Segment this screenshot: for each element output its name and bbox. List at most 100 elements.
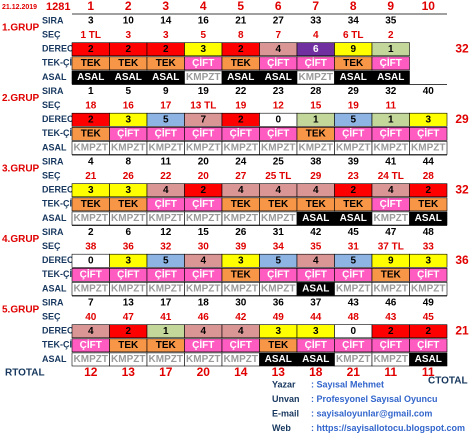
cell-text: 47 <box>385 227 397 238</box>
cell <box>409 141 448 155</box>
cell-text: ASAL <box>115 72 142 83</box>
cell-text: TEK <box>81 199 102 210</box>
cell-text: 45 <box>423 312 435 323</box>
group-total: 29 <box>455 112 469 126</box>
row-label: SEÇ <box>42 312 61 322</box>
cell-text: 14 <box>160 16 172 27</box>
cell-text: 2 <box>200 185 206 196</box>
cell-text: ASAL <box>265 72 292 83</box>
cell-text: KMPZT <box>224 284 258 295</box>
cell-text: 4 <box>88 157 94 168</box>
cell-text: TEK <box>231 269 252 280</box>
cell-text: KMPZT <box>224 354 258 365</box>
cell-text: ASAL <box>340 72 367 83</box>
group-total: 36 <box>455 253 469 267</box>
row-label: DERECE <box>42 185 80 195</box>
rtotal: 17 <box>159 365 173 379</box>
cell-text: 9 <box>163 86 169 97</box>
cell-text: ASAL <box>302 284 329 295</box>
cell-text: 28 <box>310 86 322 97</box>
cell-text: 0 <box>275 114 281 125</box>
cell-text: ÇİFT <box>380 197 402 210</box>
cell <box>409 112 448 127</box>
cell-text: 4 <box>163 185 169 196</box>
cell-text: 4 <box>200 326 206 337</box>
rtotal: 11 <box>384 365 397 379</box>
cell-text: ÇİFT <box>192 267 214 280</box>
footer-value: : Sayısal Mehmet <box>311 379 384 389</box>
cell-text: 38 <box>310 157 322 168</box>
cell-text: 5 <box>125 86 131 97</box>
cell-text: KMPZT <box>411 284 445 295</box>
cell-text: ÇİFT <box>192 197 214 210</box>
row-label: SIRA <box>42 156 64 166</box>
cell-text: KMPZT <box>411 143 445 154</box>
row-label: ASAL <box>42 354 67 364</box>
footer-label: Web <box>272 423 291 433</box>
group-name: 3.GRUP <box>2 164 40 175</box>
cell-text: 39 <box>348 157 360 168</box>
cell-text: 41 <box>160 312 172 323</box>
cell-text: 30 <box>198 241 210 252</box>
cell-text: 10 <box>123 16 135 27</box>
cell-text: KMPZT <box>186 143 220 154</box>
row-label: DERECE <box>42 114 80 124</box>
cell-text: ASAL <box>302 213 329 224</box>
cell-text: KMPZT <box>261 284 295 295</box>
cell-text: ÇİFT <box>80 267 102 280</box>
cell-text: KMPZT <box>374 284 408 295</box>
cell-text: 5 <box>163 255 169 266</box>
cell-text: 30 <box>235 298 247 309</box>
cell-text: KMPZT <box>111 143 145 154</box>
cell <box>409 338 448 353</box>
cell-text: ASAL <box>415 213 442 224</box>
cell-text: ASAL <box>340 213 367 224</box>
cell-text: KMPZT <box>149 143 183 154</box>
rtotal: 11 <box>422 365 435 379</box>
column-header: 7 <box>312 0 319 13</box>
cell-text: 35 <box>385 16 397 27</box>
row-label: SIRA <box>42 227 64 237</box>
cell-text: TEK <box>118 58 139 69</box>
cell-text: KMPZT <box>74 284 108 295</box>
cell-text: KMPZT <box>299 143 333 154</box>
footer-value: : https://sayisallotocu.blogspot.com <box>311 423 465 433</box>
row-label: SEÇ <box>42 241 61 251</box>
cell-text: 0 <box>350 326 356 337</box>
cell-text: 45 <box>348 227 360 238</box>
cell-text: 8 <box>125 157 131 168</box>
cell-text: 38 <box>85 241 97 252</box>
cell-text: 22 <box>160 171 172 182</box>
cell-text: 2 <box>163 44 169 55</box>
footer-label: Unvan <box>272 394 300 404</box>
cell-text: 33 <box>310 16 322 27</box>
row-label: TEK-ÇİFT <box>42 58 83 68</box>
cell-text: 3 <box>200 44 206 55</box>
cell-text: 2 <box>388 326 394 337</box>
cell <box>409 352 448 367</box>
cell-text: 5 <box>350 255 356 266</box>
rtotal: 12 <box>84 365 98 379</box>
cell-text: 2 <box>88 114 94 125</box>
cell-text: 4 <box>200 255 206 266</box>
cell-text: 18 <box>85 100 97 111</box>
cell-text: 7 <box>200 114 206 125</box>
date: 21.12.2019 <box>2 4 37 11</box>
row-label: DERECE <box>42 44 80 54</box>
cell-text: 24 TL <box>378 171 404 182</box>
cell-text: TEK <box>81 58 102 69</box>
column-header: 4 <box>200 0 207 13</box>
cell-text: 3 <box>88 185 94 196</box>
cell-text: 25 TL <box>265 171 291 182</box>
cell-text: 2 <box>238 44 244 55</box>
cell-text: 44 <box>310 312 322 323</box>
cell-text: 29 <box>348 86 360 97</box>
cell-text: 4 <box>313 30 319 41</box>
cell-text: 41 <box>385 157 397 168</box>
cell-text: 18 <box>198 298 210 309</box>
cell-text: 4 <box>313 185 319 196</box>
row-label: ASAL <box>42 142 67 152</box>
group-name: 4.GRUP <box>2 234 40 245</box>
cell <box>371 70 410 85</box>
rtotal-label: RTOTAL <box>5 368 45 379</box>
